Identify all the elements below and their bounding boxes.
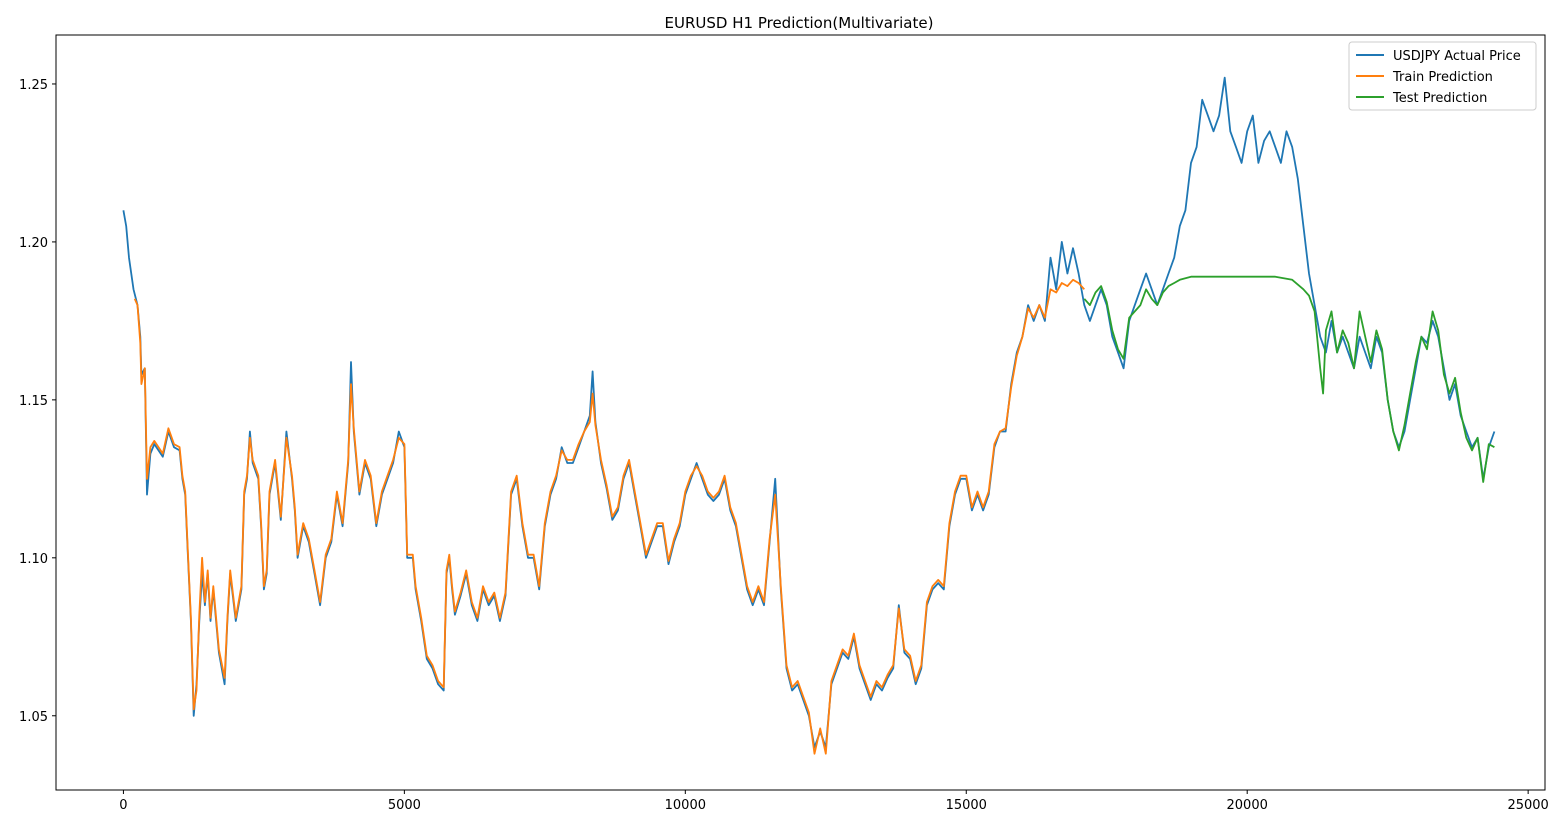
y-tick-label: 1.05 (19, 710, 48, 725)
x-tick-label: 0 (119, 798, 127, 813)
chart-title: EURUSD H1 Prediction(Multivariate) (665, 14, 934, 32)
series-layer (122, 76, 1496, 755)
y-axis: 1.05 1.10 1.15 1.20 1.25 (19, 78, 56, 725)
legend-label: Train Prediction (1392, 70, 1493, 85)
legend-box (1348, 41, 1537, 111)
series-line-1 (133, 278, 1085, 755)
y-tick-label: 1.10 (19, 552, 48, 567)
series-line-2 (1083, 275, 1495, 483)
x-tick-label: 15000 (946, 798, 987, 813)
legend-label: USDJPY Actual Price (1393, 49, 1521, 64)
y-tick-label: 1.15 (19, 394, 48, 409)
y-tick-label: 1.20 (19, 236, 48, 251)
x-tick-label: 20000 (1227, 798, 1268, 813)
series-line-0 (122, 76, 1496, 749)
x-tick-label: 25000 (1507, 798, 1548, 813)
x-tick-label: 5000 (388, 798, 421, 813)
x-tick-label: 10000 (665, 798, 706, 813)
y-tick-label: 1.25 (19, 78, 48, 93)
legend: USDJPY Actual Price Train Prediction Test … (1348, 41, 1537, 111)
legend-label: Test Prediction (1392, 91, 1487, 106)
x-axis: 0 5000 10000 15000 20000 25000 (119, 790, 1549, 813)
plot-frame (55, 34, 1546, 791)
